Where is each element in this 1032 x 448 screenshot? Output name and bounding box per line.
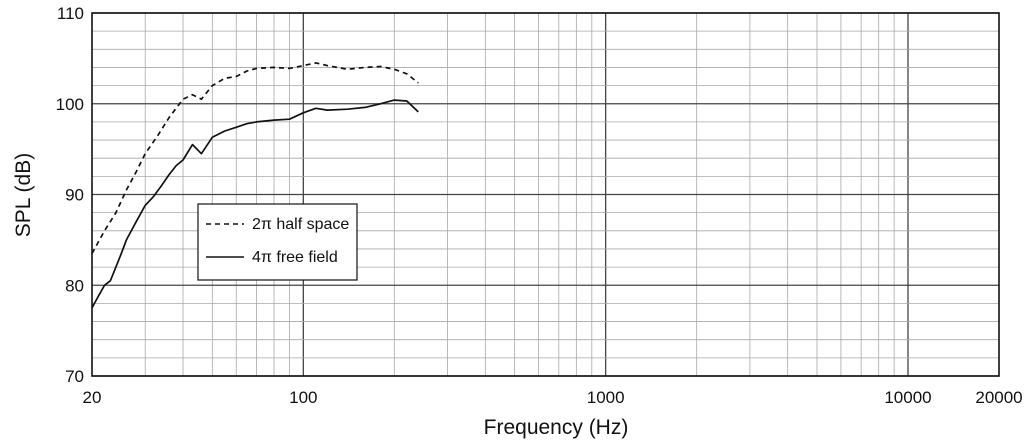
plot-frame bbox=[91, 12, 1000, 377]
x-tick-label: 1000 bbox=[587, 388, 625, 407]
x-tick-labels: 20 100 1000 10000 20000 bbox=[83, 388, 1023, 407]
x-tick-label: 20000 bbox=[975, 388, 1022, 407]
series-half-space-line bbox=[91, 62, 419, 254]
x-axis-title: Frequency (Hz) bbox=[484, 416, 629, 439]
x-tick-label: 100 bbox=[289, 388, 317, 407]
legend: 2π half space 4π free field bbox=[197, 203, 358, 281]
y-tick-label: 70 bbox=[65, 367, 84, 386]
series-free-field-line bbox=[91, 99, 419, 309]
legend-label-free-field: 4π free field bbox=[252, 249, 338, 266]
y-tick-label: 90 bbox=[65, 186, 84, 205]
legend-label-half-space: 2π half space bbox=[252, 216, 349, 233]
y-axis-title: SPL (dB) bbox=[12, 153, 35, 237]
y-tick-label: 110 bbox=[57, 4, 84, 23]
y-tick-label: 80 bbox=[65, 276, 84, 295]
x-tick-label: 10000 bbox=[884, 388, 931, 407]
x-tick-label: 20 bbox=[83, 388, 102, 407]
chart-grid bbox=[91, 12, 1000, 377]
series-layer bbox=[91, 62, 419, 309]
y-tick-labels: 70 80 90 100 110 bbox=[56, 4, 84, 386]
legend-box bbox=[197, 203, 358, 281]
y-tick-label: 100 bbox=[56, 95, 84, 114]
